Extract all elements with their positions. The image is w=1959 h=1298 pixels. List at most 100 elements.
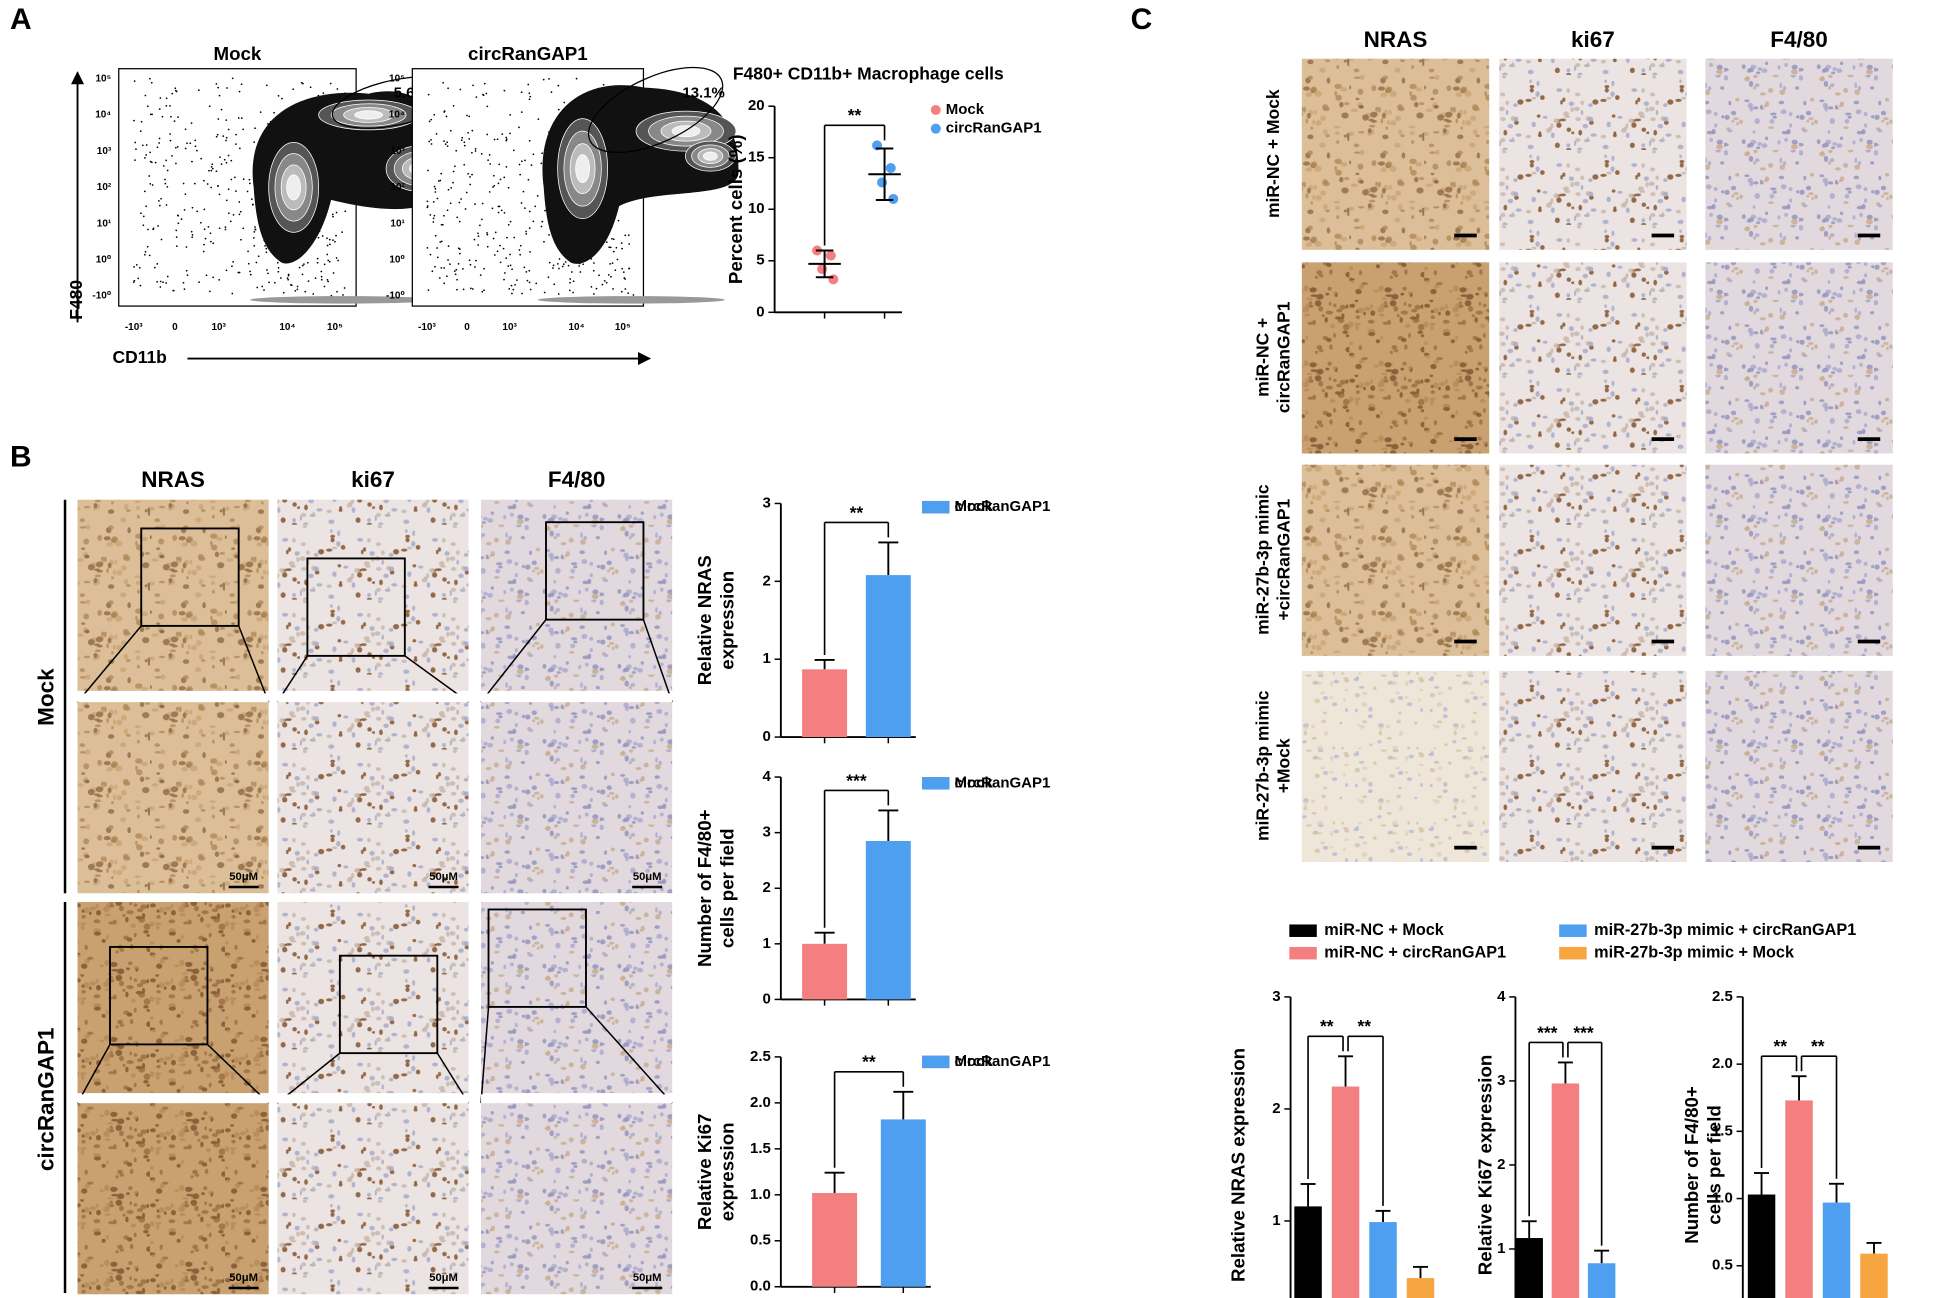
flow-event (492, 174, 495, 177)
y-tick-label: 20 (748, 97, 765, 114)
flow-event (282, 291, 285, 294)
flow-event (320, 278, 323, 281)
bar (1515, 1238, 1543, 1298)
flow-event (615, 246, 618, 249)
row-label: circRanGAP1 (1274, 301, 1294, 413)
flow-event (186, 142, 188, 145)
flow-event (438, 277, 441, 279)
scale-bar (1857, 639, 1881, 644)
flow-event (238, 147, 241, 150)
flow-event (300, 81, 303, 84)
flow-event (212, 276, 215, 279)
data-point (888, 193, 899, 204)
flow-event (452, 104, 455, 107)
flow-event (286, 277, 289, 279)
flow-event (433, 185, 436, 188)
flow-event (493, 254, 496, 256)
y-tick-label: 2 (763, 572, 771, 589)
flow-event (194, 145, 197, 148)
micrograph (77, 901, 269, 1094)
flow-event (620, 242, 623, 244)
flow-event (532, 220, 535, 223)
flow-event (474, 266, 476, 268)
micrograph (77, 702, 269, 894)
data-point (885, 163, 896, 174)
flow-event (237, 271, 240, 274)
flow-event (483, 267, 485, 270)
zoom-box (140, 527, 240, 627)
flow-event (145, 154, 148, 156)
flow-event (471, 129, 474, 132)
y-tick-label: 0.0 (750, 1278, 771, 1295)
zoom-line (585, 1006, 673, 1104)
bar (1822, 1202, 1851, 1298)
flow-event (436, 256, 439, 259)
flow-baseline (249, 296, 438, 304)
flow-event (320, 275, 323, 278)
flow-event (593, 293, 595, 295)
flow-event (266, 269, 268, 271)
flow-event (215, 83, 218, 85)
flow-event (132, 281, 135, 283)
scale-bar (1651, 437, 1675, 441)
flow-event (426, 205, 429, 207)
flow-event (139, 284, 142, 287)
flow-event (252, 237, 255, 239)
flow-event (183, 209, 186, 211)
column-header: NRAS (1364, 27, 1428, 52)
flow-event (253, 231, 256, 233)
flow-event (257, 255, 260, 258)
flow-event (567, 264, 570, 267)
flow-event (196, 210, 199, 213)
flow-event (572, 280, 575, 283)
flow-y-tick: 10⁵ (95, 73, 111, 84)
flow-event (197, 89, 200, 91)
significance-label: *** (846, 770, 867, 790)
flow-event (203, 243, 205, 246)
flow-event (158, 137, 161, 140)
column-header: ki67 (351, 467, 395, 492)
flow-event (620, 290, 623, 293)
flow-event (336, 88, 339, 90)
flow-event (189, 142, 192, 145)
flow-event (579, 271, 582, 273)
flow-event (521, 292, 523, 295)
flow-event (449, 129, 452, 132)
flow-event (493, 138, 496, 141)
y-axis-label: Percent cells (%) (725, 134, 746, 284)
flow-event (456, 288, 458, 291)
flow-event (137, 277, 140, 280)
flow-event (480, 153, 483, 155)
flow-event (162, 165, 165, 167)
flow-event (147, 228, 149, 231)
flow-event (462, 288, 465, 291)
flow-event (519, 244, 522, 247)
flow-event (611, 237, 613, 240)
flow-event (196, 149, 198, 152)
flow-event (511, 268, 513, 271)
flow-event (505, 138, 508, 141)
legend-label: Mock (955, 1053, 994, 1070)
flow-event (456, 216, 459, 219)
flow-event (177, 222, 180, 225)
flow-event (446, 145, 449, 147)
flow-event (210, 240, 212, 243)
flow-event (259, 111, 262, 114)
bar (1406, 1278, 1435, 1298)
flow-event (569, 281, 571, 284)
flow-event (608, 246, 611, 249)
flow-event (176, 145, 179, 148)
flow-event (191, 234, 194, 236)
flow-event (612, 238, 615, 241)
flow-event (428, 140, 431, 143)
legend-swatch (1559, 946, 1587, 960)
flow-event (182, 281, 185, 284)
bar (880, 1119, 926, 1287)
micrograph (1499, 262, 1687, 454)
flow-event (429, 214, 432, 216)
y-tick-label: 3 (763, 494, 771, 511)
significance-label: *** (1573, 1022, 1594, 1042)
flow-event (142, 215, 145, 218)
flow-event (430, 143, 433, 145)
flow-event (628, 243, 631, 245)
